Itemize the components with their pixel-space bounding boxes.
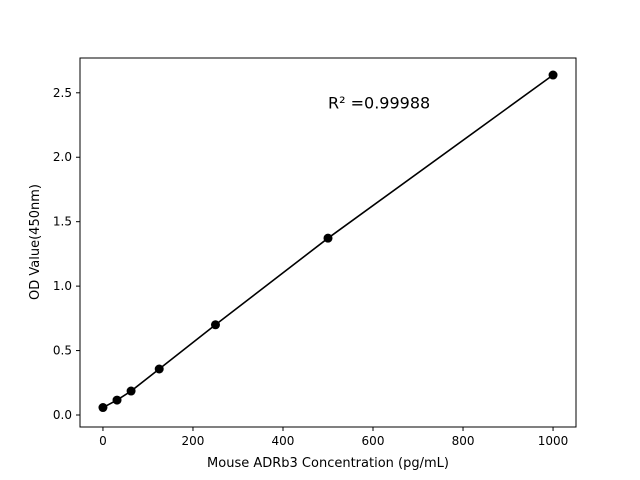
x-tick-label: 400 — [272, 434, 295, 448]
y-axis-label: OD Value(450nm) — [28, 184, 43, 300]
y-tick-label: 0.0 — [53, 408, 72, 422]
y-tick-label: 0.5 — [53, 344, 72, 358]
x-axis-label: Mouse ADRb3 Concentration (pg/mL) — [207, 456, 449, 471]
x-tick-label: 600 — [362, 434, 385, 448]
data-point — [112, 395, 122, 405]
data-point — [548, 70, 558, 80]
r-squared-annotation: R² =0.99988 — [328, 93, 430, 112]
x-tick-label: 800 — [452, 434, 475, 448]
x-tick-label: 0 — [99, 434, 107, 448]
data-point — [154, 364, 164, 374]
plot-frame — [79, 57, 577, 428]
data-point — [210, 320, 220, 330]
x-tick-label: 200 — [182, 434, 205, 448]
data-point — [126, 386, 136, 396]
data-point — [98, 403, 108, 413]
y-tick-label: 2.5 — [53, 86, 72, 100]
x-tick-label: 1000 — [538, 434, 569, 448]
data-point — [323, 233, 333, 243]
y-tick-label: 2.0 — [53, 150, 72, 164]
y-tick-label: 1.0 — [53, 279, 72, 293]
y-tick-label: 1.5 — [53, 215, 72, 229]
